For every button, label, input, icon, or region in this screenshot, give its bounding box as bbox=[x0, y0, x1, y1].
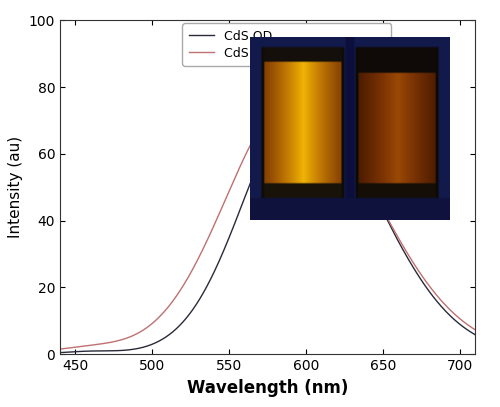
CdS QD bbox=[259, 153, 265, 158]
Line: CdS QD: CdS QD bbox=[60, 104, 475, 352]
CdS QD coated with silica bbox=[57, 347, 63, 352]
CdS QD bbox=[78, 349, 84, 354]
CdS QD bbox=[298, 101, 304, 106]
CdS QD coated with silica bbox=[384, 215, 390, 220]
CdS QD coated with silica bbox=[290, 95, 296, 100]
CdS QD coated with silica bbox=[248, 142, 254, 147]
CdS QD bbox=[57, 350, 63, 355]
Line: CdS QD coated with silica: CdS QD coated with silica bbox=[60, 98, 475, 349]
Y-axis label: Intensity (au): Intensity (au) bbox=[8, 136, 23, 238]
CdS QD coated with silica bbox=[472, 327, 478, 332]
X-axis label: Wavelength (nm): Wavelength (nm) bbox=[187, 379, 348, 396]
CdS QD bbox=[460, 324, 466, 329]
CdS QD bbox=[460, 324, 466, 329]
CdS QD bbox=[472, 332, 478, 337]
CdS QD coated with silica bbox=[460, 319, 466, 324]
Legend: CdS QD, CdS QD coated with silica: CdS QD, CdS QD coated with silica bbox=[182, 23, 392, 66]
CdS QD coated with silica bbox=[460, 319, 466, 324]
CdS QD bbox=[248, 179, 254, 184]
CdS QD coated with silica bbox=[78, 344, 84, 349]
CdS QD coated with silica bbox=[259, 122, 265, 127]
CdS QD bbox=[384, 217, 390, 222]
